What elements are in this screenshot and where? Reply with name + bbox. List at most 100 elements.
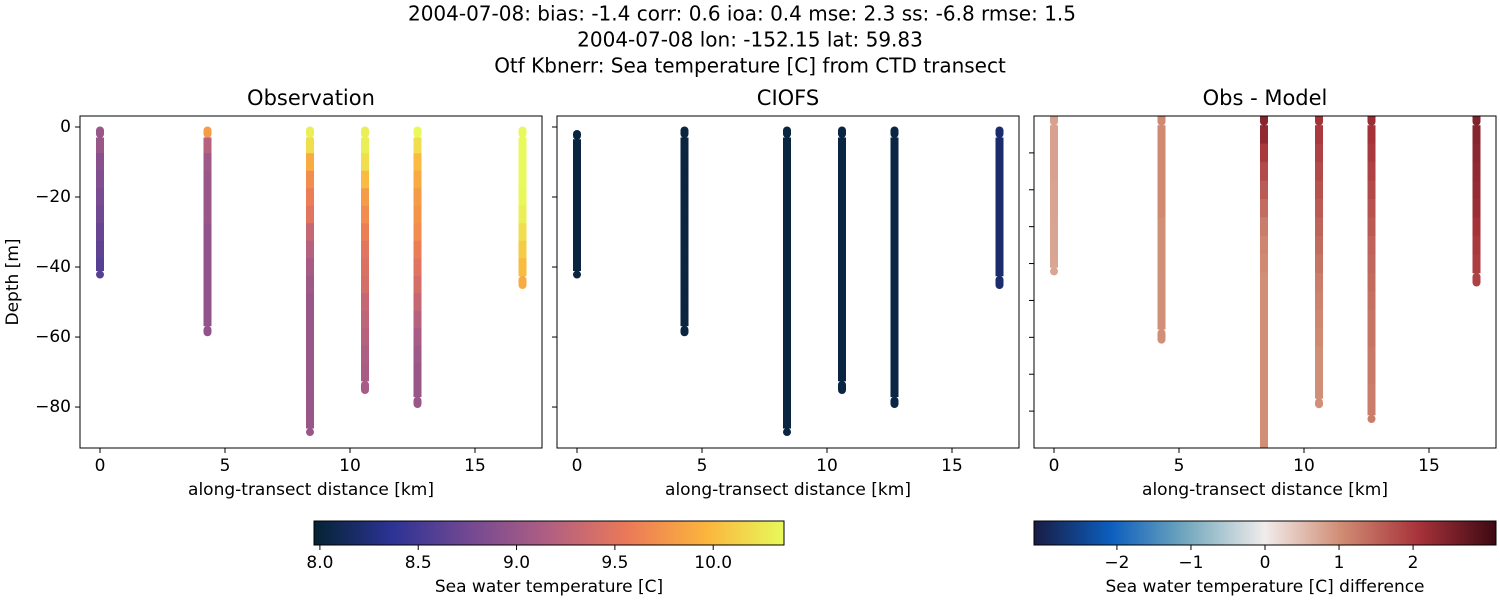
point — [361, 170, 369, 189]
point — [890, 310, 899, 329]
point — [1315, 162, 1323, 182]
point — [1260, 309, 1268, 329]
x-axis-label: along-transect distance [km] — [188, 480, 434, 500]
point — [680, 240, 689, 259]
point — [1367, 414, 1376, 423]
point — [838, 328, 846, 347]
point — [1315, 143, 1323, 163]
colorbar-tick-label: 9.5 — [601, 553, 628, 573]
point — [518, 153, 527, 172]
x-tick-label: 10 — [816, 456, 838, 476]
point — [1367, 383, 1376, 403]
point — [518, 223, 527, 242]
axes-frame — [556, 115, 1020, 449]
x-tick-label: 10 — [1293, 456, 1315, 476]
point — [1367, 346, 1376, 366]
point — [680, 258, 689, 277]
point — [890, 345, 899, 364]
point — [413, 345, 422, 364]
point — [306, 205, 314, 224]
point — [783, 293, 791, 312]
y-tick-label: −60 — [35, 327, 71, 347]
point — [783, 205, 791, 224]
point — [573, 223, 581, 242]
points — [1050, 116, 1481, 448]
point — [96, 258, 104, 272]
point — [783, 258, 791, 277]
point — [1472, 180, 1481, 200]
point — [783, 153, 791, 172]
point — [1260, 401, 1268, 421]
point — [306, 170, 314, 189]
point — [203, 188, 212, 207]
point — [1367, 180, 1376, 200]
x-axis-label: along-transect distance [km] — [665, 480, 911, 500]
point — [413, 240, 422, 259]
axes-frame — [1033, 115, 1497, 449]
point — [783, 363, 791, 382]
point — [1260, 272, 1268, 292]
point — [995, 153, 1004, 172]
y-tick-label: −80 — [35, 397, 71, 417]
point — [1367, 272, 1376, 292]
point — [680, 153, 689, 172]
point — [1315, 180, 1323, 200]
point — [203, 275, 212, 294]
colorbar-label: Sea water temperature [C] — [435, 577, 663, 597]
point — [783, 310, 791, 329]
point — [1157, 125, 1166, 145]
point — [1367, 254, 1376, 274]
point — [890, 205, 899, 224]
point — [783, 126, 791, 138]
point — [413, 223, 422, 242]
point — [680, 275, 689, 294]
point — [838, 345, 846, 364]
point — [1260, 438, 1268, 448]
point — [413, 137, 422, 154]
point — [203, 293, 212, 312]
x-tick-label: 15 — [941, 456, 963, 476]
point — [783, 188, 791, 207]
point — [1260, 162, 1268, 182]
x-tick-label: 0 — [572, 456, 583, 476]
point — [518, 170, 527, 189]
point — [783, 428, 791, 437]
point — [1260, 328, 1268, 348]
point — [1260, 254, 1268, 274]
panel-title: CIOFS — [757, 86, 819, 110]
point — [306, 398, 314, 417]
point — [573, 170, 581, 189]
point — [890, 380, 899, 398]
point — [361, 258, 369, 277]
point — [413, 170, 422, 189]
point — [838, 126, 846, 138]
point — [995, 205, 1004, 224]
point — [518, 188, 527, 207]
x-axis-label: along-transect distance [km] — [1142, 480, 1388, 500]
point — [306, 137, 314, 154]
point — [1472, 116, 1481, 126]
point — [838, 223, 846, 242]
point — [518, 275, 527, 290]
point — [361, 363, 369, 382]
point — [96, 153, 104, 172]
point — [306, 188, 314, 207]
point — [783, 240, 791, 259]
point — [306, 310, 314, 329]
point — [1157, 199, 1166, 218]
point — [1050, 254, 1058, 268]
point — [1367, 291, 1376, 311]
point — [1157, 254, 1166, 274]
colorbar-tick-label: −1 — [1178, 553, 1203, 573]
point — [306, 345, 314, 364]
point — [413, 205, 422, 224]
colorbar-tick-label: 1 — [1334, 553, 1345, 573]
point — [361, 240, 369, 259]
point — [361, 137, 369, 154]
point — [306, 363, 314, 382]
point — [995, 275, 1004, 290]
point — [995, 188, 1004, 207]
x-tick-label: 15 — [464, 456, 486, 476]
y-axis-label: Depth [m] — [3, 238, 23, 325]
colorbar-label: Sea water temperature [C] difference — [1105, 577, 1424, 597]
